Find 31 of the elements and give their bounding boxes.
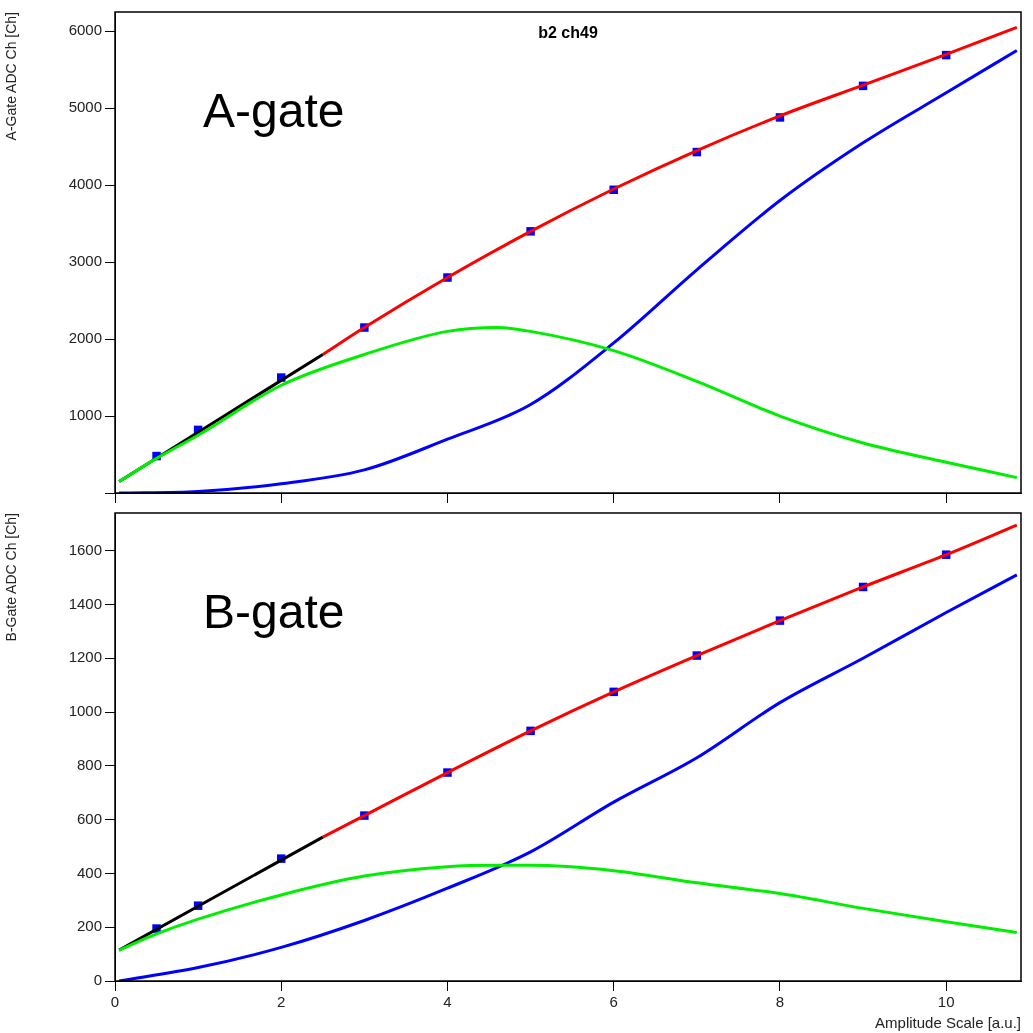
y-tick-label: 200	[76, 917, 102, 935]
y-tick-label: 0	[93, 971, 102, 989]
y-tick-label: 3000	[68, 252, 102, 270]
y-axis-title: B-Gate ADC Ch [Ch]	[3, 513, 20, 642]
annotation: A-gate	[203, 84, 345, 137]
line-series	[117, 48, 1019, 493]
y-tick-label: 1000	[68, 406, 102, 424]
y-tick-label: 400	[76, 863, 102, 881]
y-tick-label: 5000	[68, 98, 102, 116]
y-tick-label: 1400	[68, 594, 102, 612]
y-tick-label: 1600	[68, 540, 102, 558]
x-tick-label: 0	[110, 993, 120, 1011]
y-tick-label: 600	[76, 809, 102, 827]
x-tick-label: 6	[609, 993, 618, 1011]
y-tick-label: 1200	[68, 648, 102, 666]
annotation: B-gate	[203, 585, 345, 638]
x-tick-label: 2	[277, 993, 286, 1011]
y-tick-label: 800	[76, 755, 102, 773]
line-series	[117, 863, 1019, 952]
line-series	[117, 573, 1019, 981]
x-tick-label: 4	[443, 993, 452, 1011]
text: b2 ch49	[538, 24, 598, 42]
line-series	[117, 326, 1019, 483]
x-tick-label: 10	[937, 993, 955, 1011]
y-tick-label: 6000	[68, 21, 102, 39]
x-tick-label: 8	[775, 993, 785, 1011]
y-axis-title: A-Gate ADC Ch [Ch]	[3, 12, 20, 141]
y-tick-label: 4000	[68, 175, 102, 193]
y-tick-label: 2000	[68, 329, 102, 347]
x-axis-title: Amplitude Scale [a.u.]	[875, 1014, 1021, 1032]
y-tick-label: 1000	[68, 702, 102, 720]
